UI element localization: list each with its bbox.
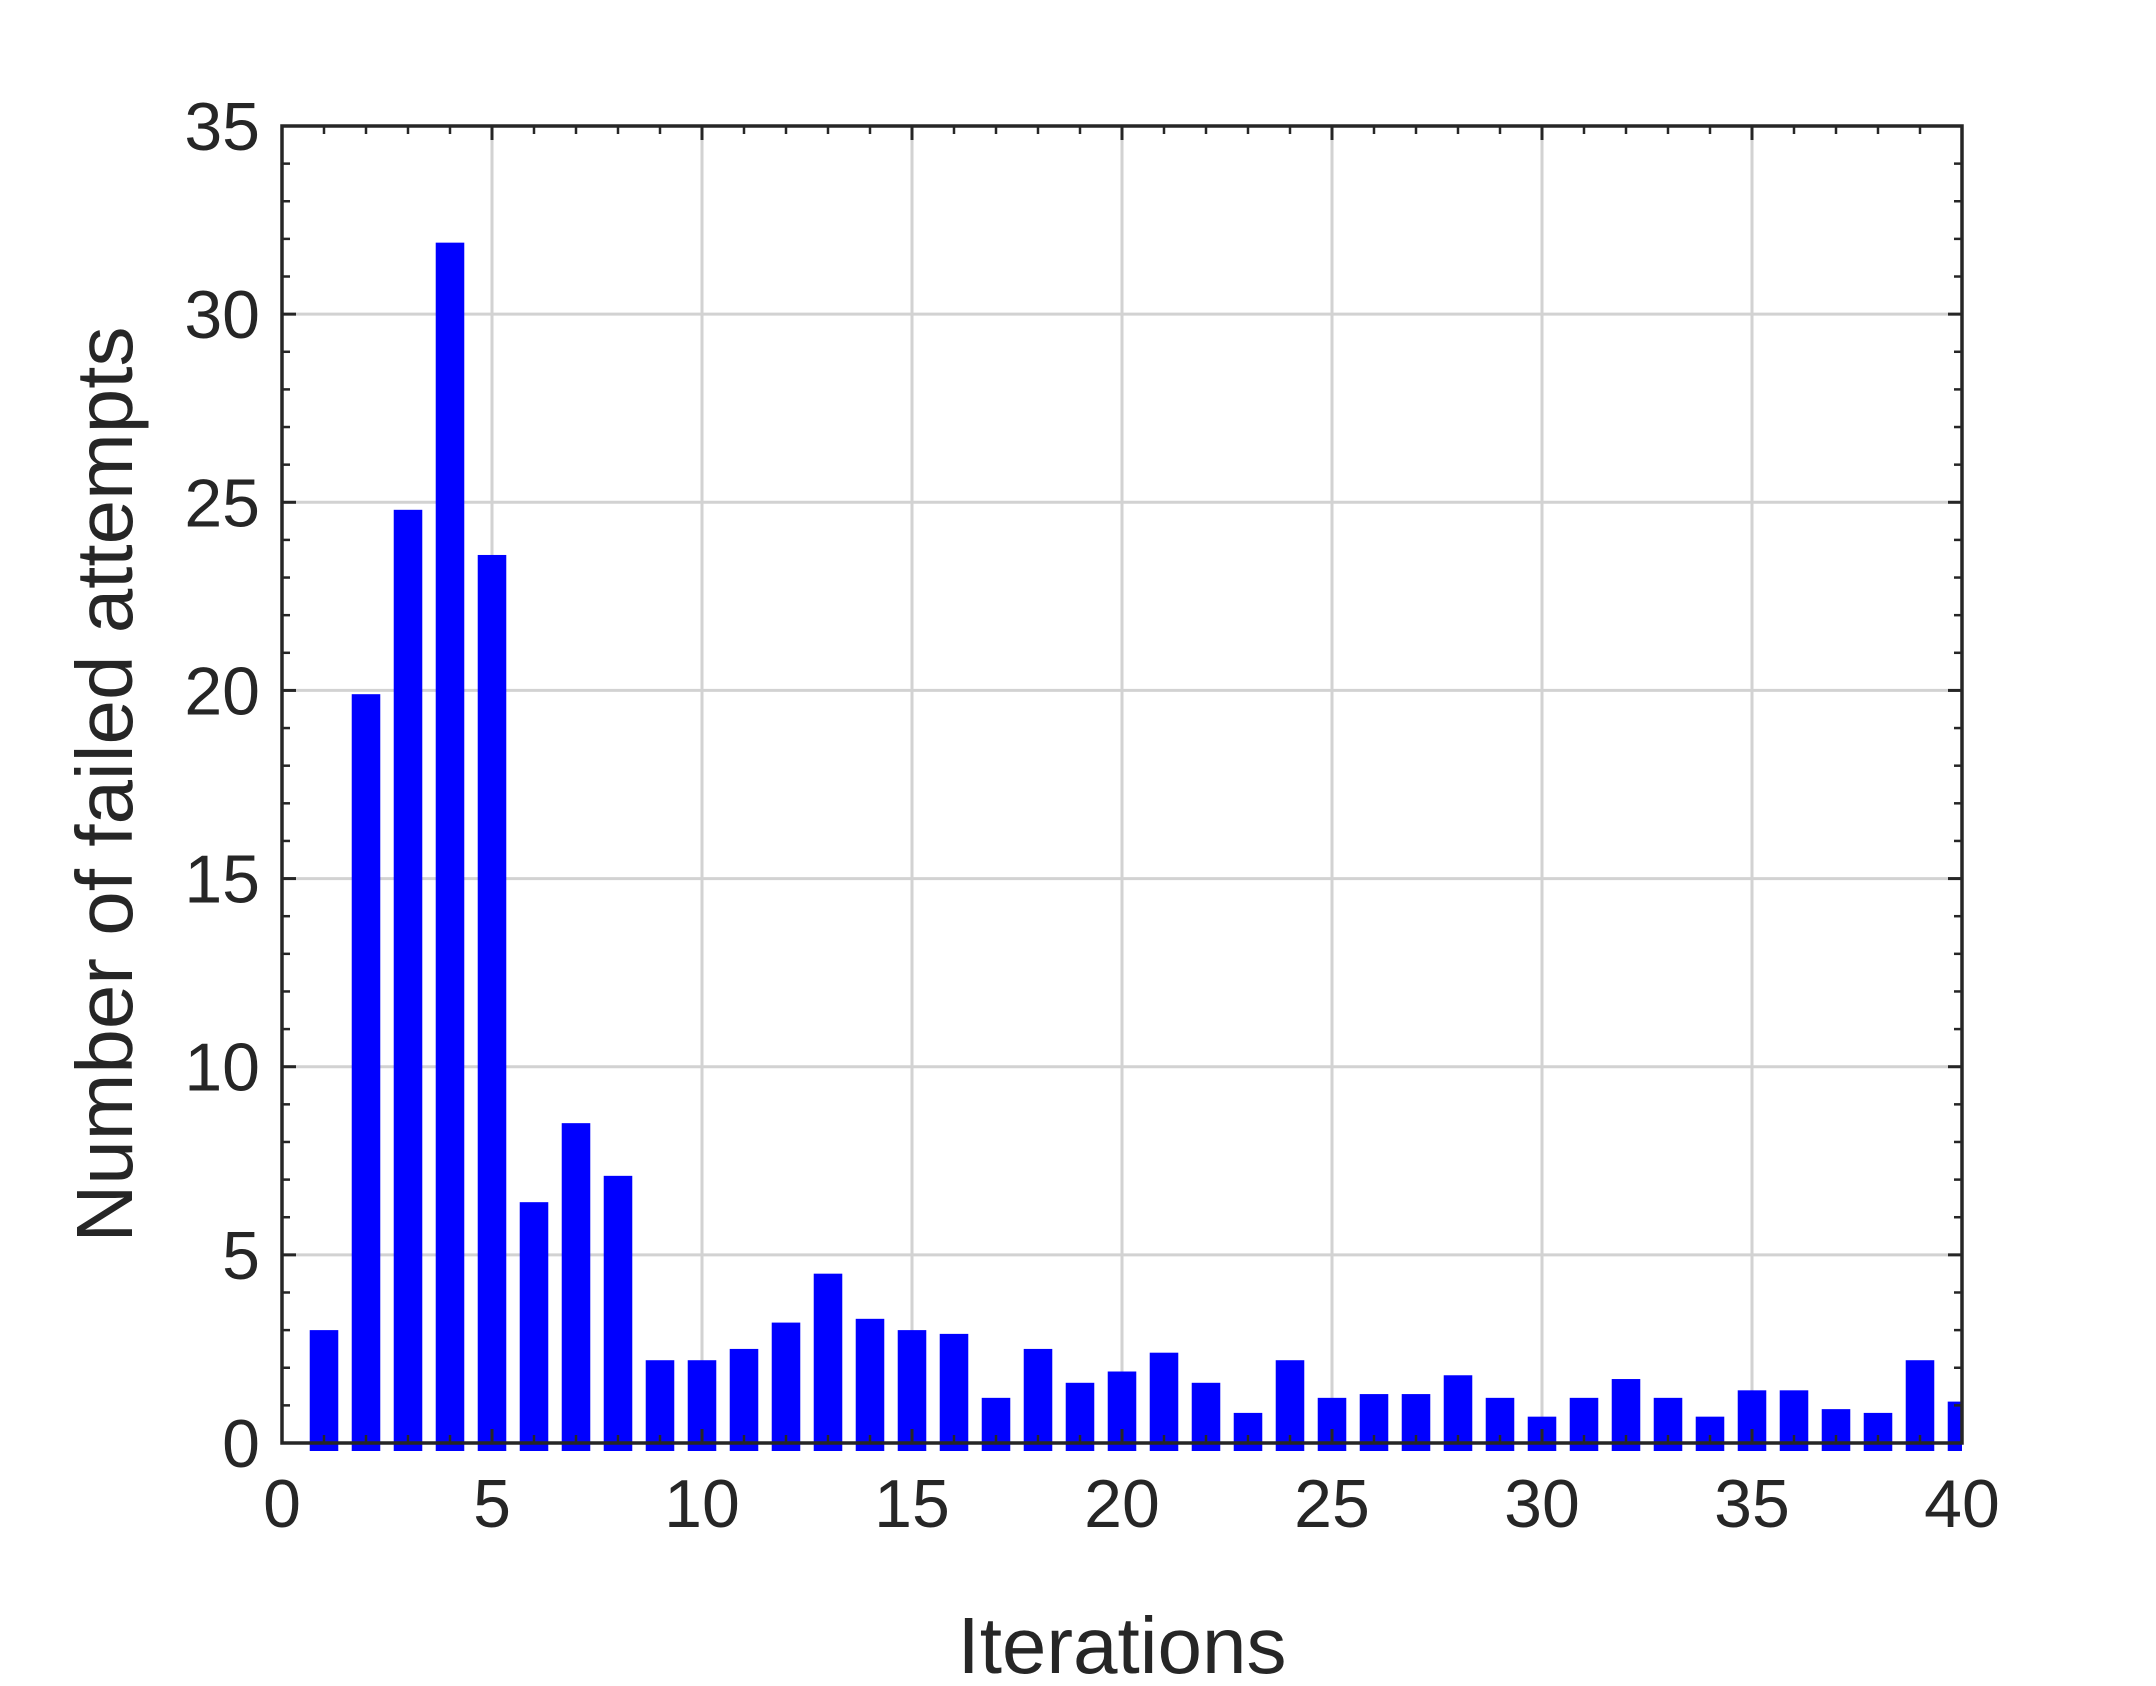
bar-iteration-2 (351, 694, 381, 1451)
bars (309, 242, 1962, 1452)
bar-iteration-21 (1149, 1352, 1179, 1451)
y-tick-label: 10 (184, 1030, 260, 1106)
bar-iteration-12 (771, 1322, 801, 1451)
bar-iteration-23 (1233, 1412, 1263, 1451)
y-tick-label: 15 (184, 842, 260, 918)
bar-iteration-5 (477, 554, 507, 1451)
x-tick-label: 20 (1084, 1466, 1160, 1542)
bar-iteration-14 (855, 1318, 885, 1451)
bar-iteration-40 (1947, 1401, 1962, 1451)
x-tick-label: 35 (1714, 1466, 1790, 1542)
bar-iteration-3 (393, 509, 423, 1452)
y-axis-label: Number of failed attempts (60, 327, 149, 1243)
y-tick-label: 5 (222, 1218, 260, 1294)
bar-iteration-34 (1695, 1416, 1725, 1451)
bar-iteration-6 (519, 1202, 549, 1451)
axes (280, 124, 1964, 1445)
x-axis-label: Iterations (957, 1601, 1286, 1681)
y-tick-label: 30 (184, 277, 260, 353)
bar-iteration-8 (603, 1175, 633, 1451)
bar-iteration-18 (1023, 1348, 1053, 1451)
bar-iteration-7 (561, 1123, 591, 1451)
y-tick-label: 35 (184, 89, 260, 165)
x-tick-label: 30 (1504, 1466, 1580, 1542)
x-tick-label: 10 (664, 1466, 740, 1542)
bar-iteration-1 (309, 1330, 339, 1451)
x-tick-label: 15 (874, 1466, 950, 1542)
bar-iteration-11 (729, 1348, 759, 1451)
x-tick-label: 0 (263, 1466, 301, 1542)
x-tick-label: 25 (1294, 1466, 1370, 1542)
y-tick-label: 0 (222, 1406, 260, 1482)
bar-iteration-38 (1863, 1412, 1893, 1451)
y-tick-label: 25 (184, 465, 260, 541)
y-tick-label: 20 (184, 653, 260, 729)
x-tick-label: 5 (473, 1466, 511, 1542)
bar-iteration-16 (939, 1333, 969, 1451)
x-tick-label: 40 (1924, 1466, 2000, 1542)
bar-iteration-13 (813, 1273, 843, 1451)
bar-iteration-4 (435, 242, 465, 1452)
tick-labels: 0 5 10 15 20 25 30 35 40 0 5 10 15 20 25 30 35 (184, 89, 1999, 1542)
